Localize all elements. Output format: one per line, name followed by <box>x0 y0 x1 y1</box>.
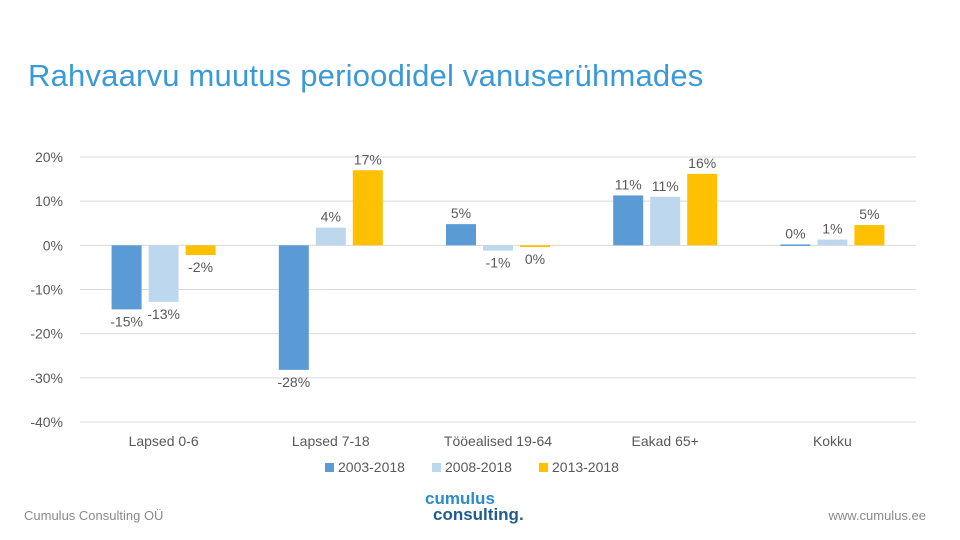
data-label: 5% <box>451 205 471 221</box>
x-category-label: Kokku <box>813 433 852 449</box>
bar <box>687 173 718 246</box>
bar <box>817 239 848 246</box>
data-label: 4% <box>321 209 341 225</box>
data-label: 5% <box>859 206 879 222</box>
legend-label: 2003-2018 <box>338 459 405 475</box>
legend-swatch <box>325 463 334 472</box>
data-labels: -15% -13% -2% -28% 4% 17% 5% -1% 0% 11% 11% 16% 0% 1%… <box>110 151 879 390</box>
data-label: 1% <box>822 221 842 237</box>
data-label: 11% <box>652 178 679 194</box>
x-category-label: Tööealised 19-64 <box>444 433 552 449</box>
legend-label: 2008-2018 <box>445 459 512 475</box>
bar <box>483 245 513 251</box>
data-label: -13% <box>147 306 180 322</box>
bar <box>446 224 476 246</box>
page-title: Rahvaarvu muutus perioodidel vanuserühma… <box>28 58 704 93</box>
data-label: 16% <box>688 155 716 171</box>
bar <box>650 196 681 246</box>
y-tick-label: 10% <box>35 193 63 209</box>
bar <box>111 245 142 310</box>
x-category-label: Eakad 65+ <box>632 433 699 449</box>
legend: 2003-2018 2008-2018 2013-2018 <box>325 459 619 475</box>
data-label: 17% <box>354 151 382 167</box>
legend-swatch <box>539 463 548 472</box>
bar <box>854 225 885 246</box>
y-axis-ticks: 20% 10% 0% -10% -20% -30% -40% <box>30 149 63 430</box>
grid-lines <box>80 156 916 423</box>
company-logo: cumulus consulting. <box>425 489 524 524</box>
data-label: 11% <box>615 176 642 192</box>
y-tick-label: -40% <box>30 414 63 430</box>
bars <box>111 170 885 370</box>
bar <box>278 245 309 370</box>
bar <box>520 245 550 248</box>
x-axis-categories: Lapsed 0-6 Lapsed 7-18 Tööealised 19-64 Eak… <box>129 433 852 449</box>
data-label: -1% <box>486 255 511 271</box>
y-tick-label: -10% <box>30 282 63 298</box>
logo-line-2: consulting. <box>433 505 524 524</box>
y-tick-label: -20% <box>30 326 63 342</box>
footer-company: Cumulus Consulting OÜ <box>24 508 164 523</box>
y-tick-label: 0% <box>43 237 63 253</box>
y-tick-label: 20% <box>35 149 63 165</box>
data-label: 0% <box>785 225 805 241</box>
bar <box>185 245 216 256</box>
legend-swatch <box>432 463 441 472</box>
footer-website[interactable]: www.cumulus.ee <box>828 508 926 523</box>
bar <box>352 170 383 246</box>
data-label: 0% <box>525 251 545 267</box>
bar <box>148 245 179 302</box>
bar <box>780 244 811 246</box>
legend-label: 2013-2018 <box>552 459 619 475</box>
data-label: -28% <box>277 374 310 390</box>
data-label: -15% <box>110 313 143 329</box>
data-label: -2% <box>188 259 213 275</box>
x-category-label: Lapsed 7-18 <box>292 433 370 449</box>
bar <box>613 195 644 246</box>
y-tick-label: -30% <box>30 370 63 386</box>
logo-line-1: cumulus <box>425 489 495 508</box>
bar <box>315 227 346 246</box>
x-category-label: Lapsed 0-6 <box>129 433 199 449</box>
